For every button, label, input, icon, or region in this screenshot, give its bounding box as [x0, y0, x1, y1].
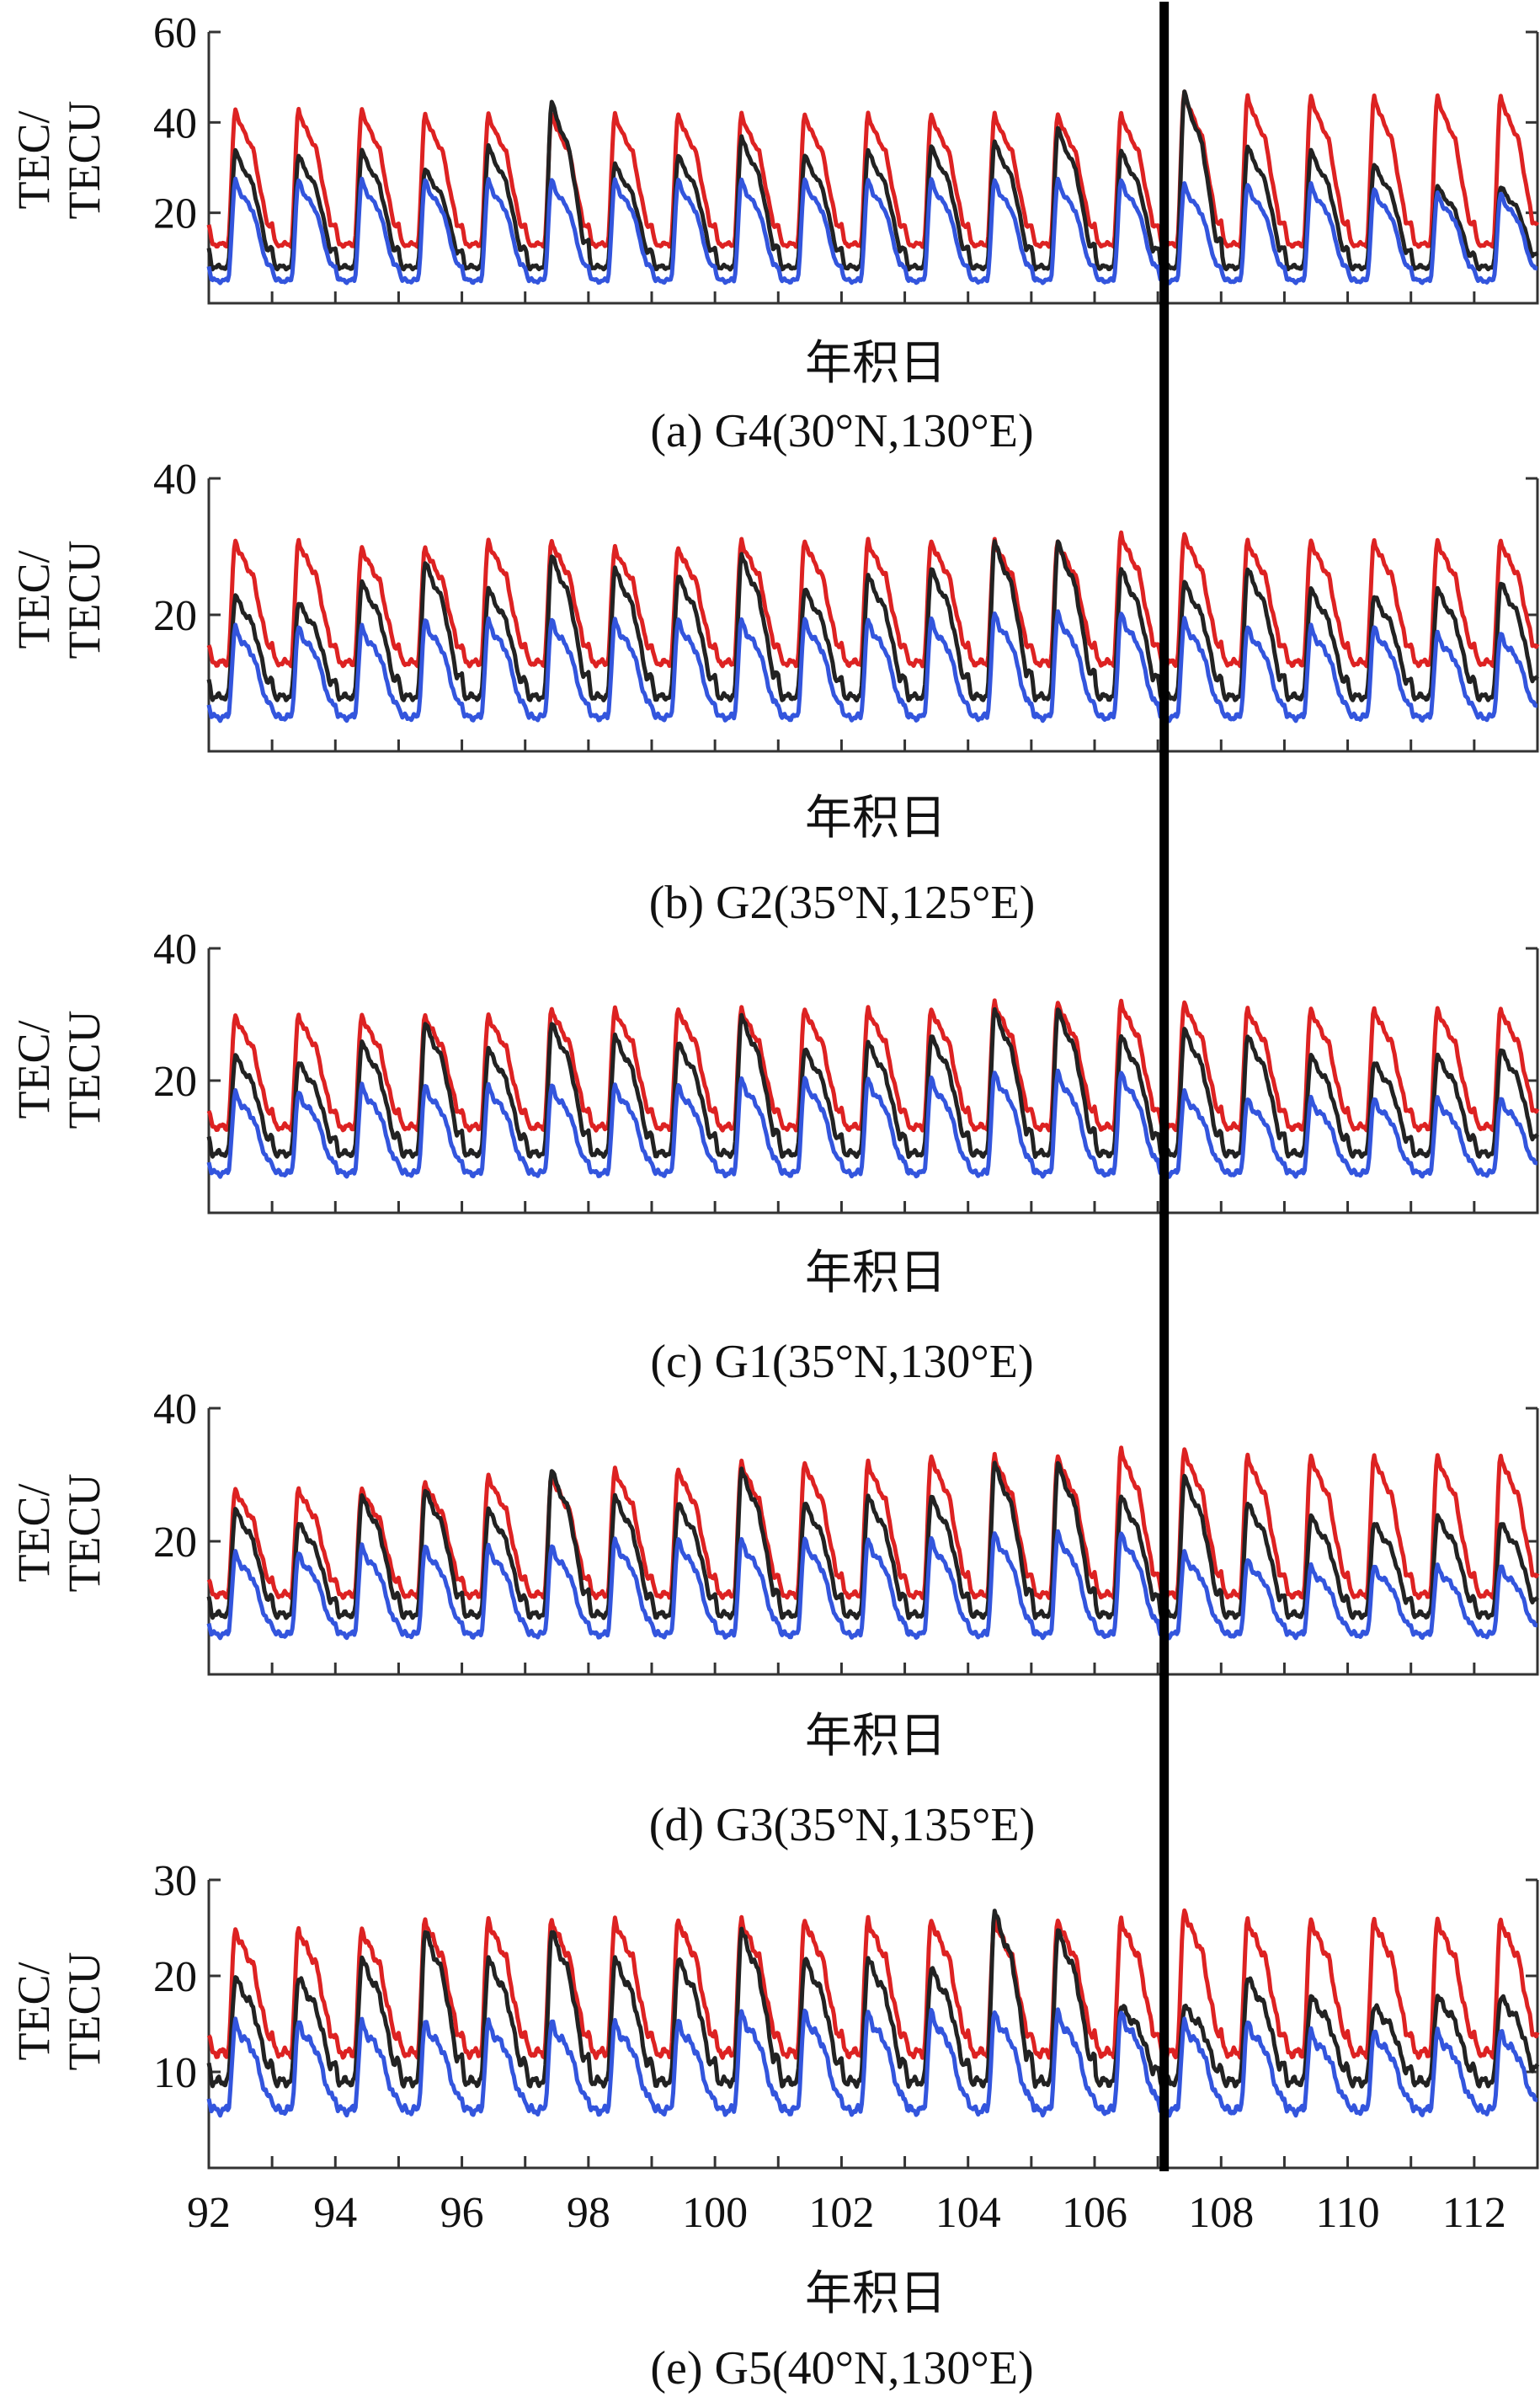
panel-a-ylabel-line1: TEC/: [8, 111, 59, 210]
panel-e-xtick-label: 112: [1442, 2189, 1506, 2237]
panel-e-ytick-label: 30: [153, 1857, 197, 1905]
panel-e-ytick-label: 20: [153, 1953, 197, 2001]
panel-a-plot: 20 40 60: [153, 9, 1540, 305]
panel-c-series-lower: [206, 1068, 1538, 1179]
panel-e-axes: [207, 1880, 1539, 2170]
panel-d-ytick-label: 20: [153, 1519, 197, 1567]
panel-e-xtick-label: 94: [313, 2189, 357, 2237]
panel-b-caption: (b) G2(35°N,125°E): [649, 877, 1035, 929]
panel-e-xtick-label: 98: [567, 2189, 610, 2237]
panel-e-xtick-label: 102: [808, 2189, 874, 2237]
panel-b-series-upper: [206, 530, 1540, 669]
panel-c-xlabel: 年积日: [805, 1246, 946, 1300]
panel-c-series-upper: [206, 998, 1540, 1133]
panel-b-ylabel-line1: TEC/: [8, 551, 59, 649]
panel-a-ytick-label: 40: [153, 99, 197, 147]
panel-e-ylabel-line1: TEC/: [8, 1962, 59, 2061]
panel-a-series-observed: [206, 89, 1539, 272]
panel-c-ytick-label: 40: [153, 926, 197, 974]
panel-e-xtick-label: 106: [1062, 2189, 1127, 2237]
panel-d-ylabel-line2: TECU: [59, 1474, 109, 1593]
panel-e-xlabel: 年积日: [805, 2266, 946, 2321]
panel-d-xlabel: 年积日: [805, 1709, 946, 1764]
panel-b-ytick-label: 40: [153, 456, 197, 504]
panel-e: TEC/ TECU 92 94 96 98 100 102 104 106 108 110 112 1…: [8, 1857, 1540, 2394]
panel-e-series-upper: [206, 1908, 1540, 2060]
panel-a-ytick-label: 20: [153, 190, 197, 238]
panel-e-caption: (e) G5(40°N,130°E): [650, 2342, 1033, 2394]
panel-a: TEC/ TECU 20 40 60 年积日 (a) G4(30°N,130°E): [8, 9, 1540, 457]
panel-e-series-observed: [206, 1909, 1540, 2089]
panel-a-axes: [207, 32, 1539, 305]
panel-b-xlabel: 年积日: [805, 791, 946, 846]
panel-c-caption: (c) G1(35°N,130°E): [650, 1336, 1033, 1388]
panel-e-xtick-label: 96: [440, 2189, 484, 2237]
panel-d-ytick-label: 40: [153, 1385, 197, 1433]
panel-a-series-lower: [206, 176, 1538, 286]
panel-a-xlabel: 年积日: [805, 336, 946, 391]
panel-d-caption: (d) G3(35°N,135°E): [649, 1799, 1035, 1851]
panel-b-ytick-label: 20: [153, 592, 197, 640]
panel-a-ytick-label: 60: [153, 9, 197, 57]
panel-e-ylabel-line2: TECU: [59, 1952, 109, 2071]
panel-e-xtick-label: 92: [187, 2189, 231, 2237]
panel-c-ylabel-line2: TECU: [59, 1011, 109, 1129]
panel-c-ylabel-line1: TEC/: [8, 1021, 59, 1119]
panel-b-series-observed: [206, 539, 1539, 703]
panel-c-ytick-label: 20: [153, 1058, 197, 1106]
panel-a-caption: (a) G4(30°N,130°E): [650, 405, 1033, 457]
panel-c-series-observed: [206, 1006, 1539, 1160]
panel-a-ylabel-line2: TECU: [59, 101, 109, 220]
panel-a-series-upper: [206, 89, 1540, 249]
panel-e-xtick-label: 104: [935, 2189, 1001, 2237]
panel-b-ylabel-line2: TECU: [59, 541, 109, 659]
panel-b-series-lower: [206, 609, 1538, 723]
panel-e-series-lower: [206, 2007, 1538, 2118]
panel-e-ytick-label: 10: [153, 2049, 197, 2097]
panel-d-series-lower: [206, 1529, 1538, 1641]
panel-d-series-observed: [206, 1460, 1539, 1620]
panel-e-xtick-label: 100: [682, 2189, 748, 2237]
panel-d-ylabel-line1: TEC/: [8, 1484, 59, 1583]
panel-e-xtick-label: 110: [1316, 2189, 1380, 2237]
panel-e-xtick-label: 108: [1188, 2189, 1254, 2237]
panel-e-plot: 92 94 96 98 100 102 104 106 108 110 112 10 20 30: [153, 1857, 1540, 2237]
